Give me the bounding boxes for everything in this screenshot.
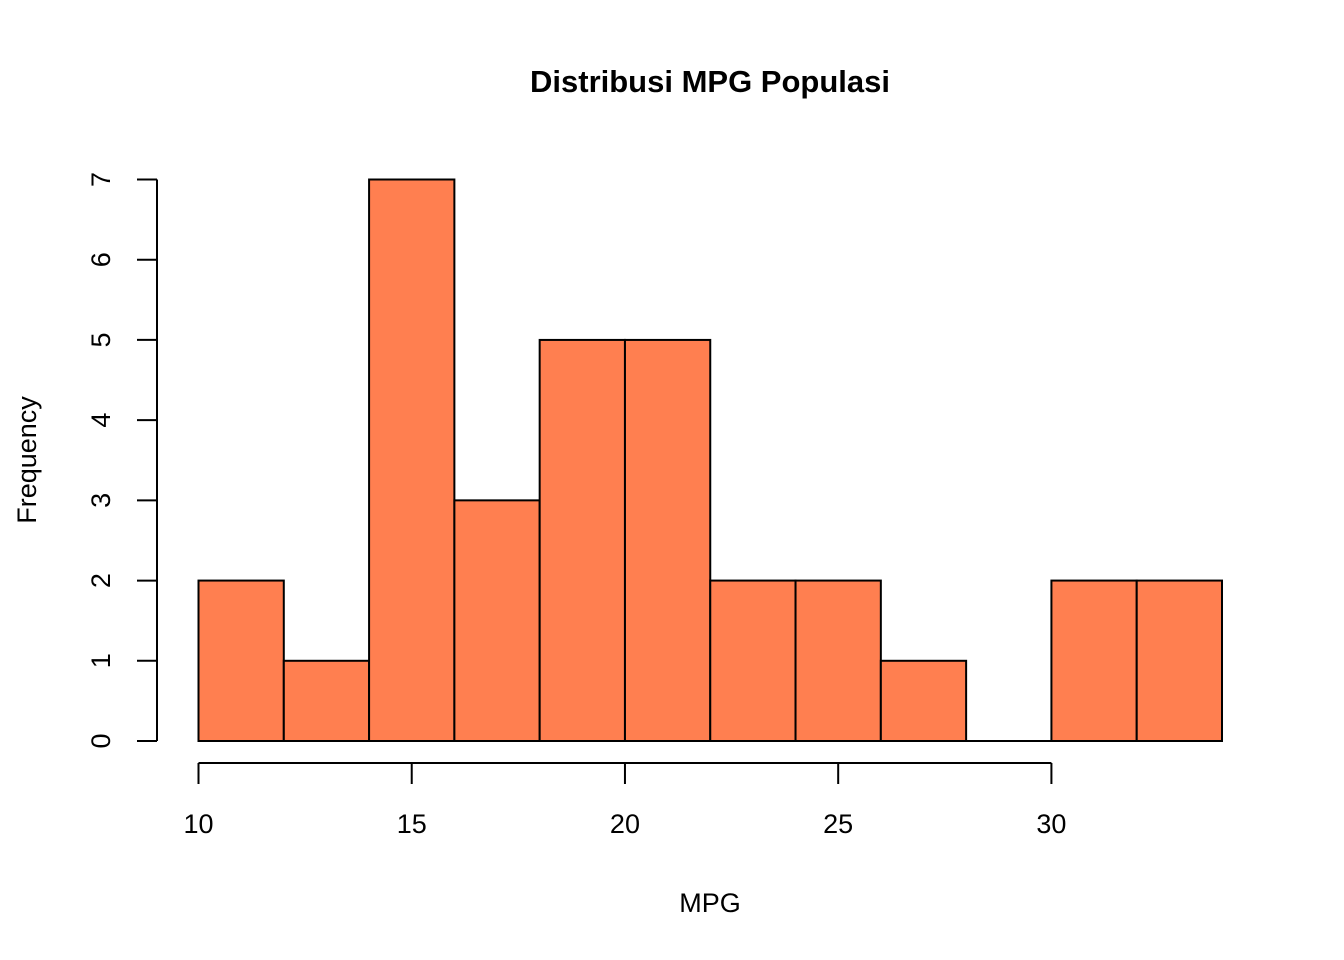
histogram-bar [623, 338, 712, 742]
histogram-bar [794, 579, 882, 742]
bars-group [197, 178, 1224, 742]
y-axis-label: Frequency [12, 396, 42, 524]
y-tick-label: 4 [86, 413, 116, 428]
x-axis: 10 15 20 25 30 [183, 762, 1066, 839]
chart-title: Distribusi MPG Populasi [530, 64, 890, 99]
histogram-bar [197, 579, 285, 742]
histogram-bar [1135, 579, 1224, 742]
histogram-bar [879, 659, 968, 742]
y-tick-label: 2 [86, 573, 116, 588]
x-tick-label: 15 [397, 809, 427, 839]
y-tick-label: 5 [86, 332, 116, 347]
histogram-bar [368, 178, 456, 742]
y-tick-label: 1 [86, 653, 116, 668]
y-tick-label: 0 [86, 733, 116, 748]
y-axis: 0 1 2 3 4 5 6 7 [86, 172, 158, 749]
histogram-bar [453, 499, 541, 742]
histogram-bar [709, 579, 797, 742]
y-tick-label: 6 [86, 252, 116, 267]
x-tick-label: 30 [1036, 809, 1066, 839]
x-tick-label: 10 [183, 809, 213, 839]
x-tick-label: 25 [823, 809, 853, 839]
histogram-bar [538, 338, 626, 742]
y-tick-label: 3 [86, 493, 116, 508]
histogram-bar [282, 659, 371, 742]
histogram-bar [1050, 579, 1138, 742]
x-tick-label: 20 [610, 809, 640, 839]
y-tick-label: 7 [86, 172, 116, 187]
x-axis-label: MPG [679, 888, 741, 918]
